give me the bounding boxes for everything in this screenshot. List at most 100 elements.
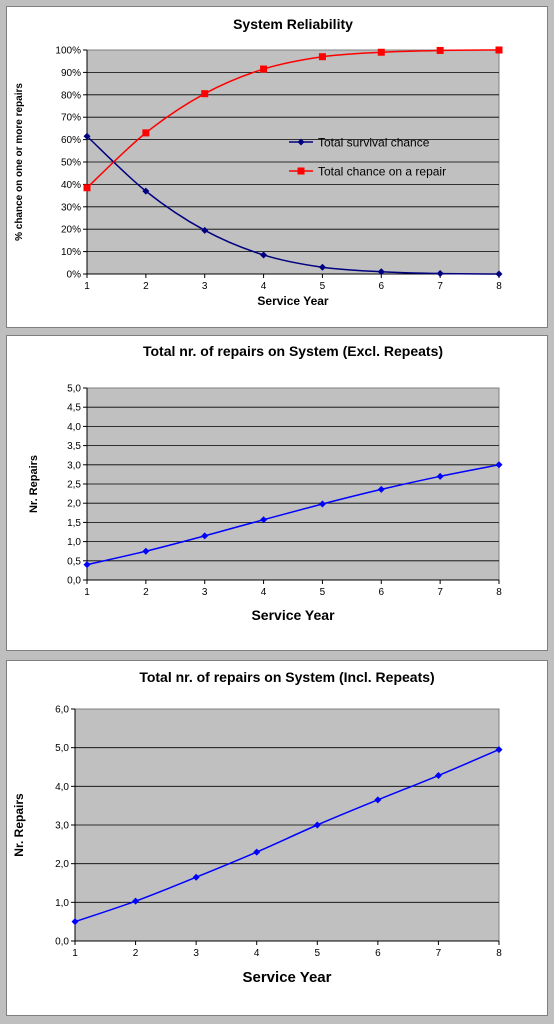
legend-label: Total survival chance xyxy=(318,136,430,150)
x-tick-label: 5 xyxy=(315,948,321,959)
chart-title: Total nr. of repairs on System (Excl. Re… xyxy=(143,343,443,359)
legend-marker xyxy=(297,167,305,175)
x-tick-label: 2 xyxy=(133,948,139,959)
data-point xyxy=(142,187,150,195)
data-point xyxy=(436,472,444,480)
x-tick-label: 4 xyxy=(261,281,267,292)
data-point xyxy=(374,796,382,804)
x-tick-label: 3 xyxy=(202,587,208,598)
data-point xyxy=(436,46,444,54)
y-tick-label: 0,0 xyxy=(55,937,69,948)
chart-title: Total nr. of repairs on System (Incl. Re… xyxy=(139,669,434,685)
y-tick-label: 2,5 xyxy=(67,480,81,491)
data-point xyxy=(495,746,503,754)
y-tick-label: 90% xyxy=(61,68,81,79)
data-point xyxy=(495,46,503,54)
y-tick-label: 100% xyxy=(55,46,81,57)
y-tick-label: 3,0 xyxy=(55,821,69,832)
x-axis-title: Service Year xyxy=(257,294,329,308)
data-point xyxy=(253,848,261,856)
y-tick-label: 4,0 xyxy=(55,782,69,793)
data-point xyxy=(83,184,91,192)
y-tick-label: 6,0 xyxy=(55,705,69,716)
y-tick-label: 3,5 xyxy=(67,441,81,452)
data-point xyxy=(318,53,326,61)
y-tick-label: 4,5 xyxy=(67,403,81,414)
y-tick-label: 1,0 xyxy=(55,898,69,909)
x-axis-title: Service Year xyxy=(243,969,332,986)
data-point xyxy=(377,48,385,56)
data-point xyxy=(201,90,209,98)
x-tick-label: 2 xyxy=(143,281,149,292)
y-tick-label: 2,0 xyxy=(67,499,81,510)
y-tick-label: 30% xyxy=(61,202,81,213)
data-point xyxy=(436,270,444,278)
chart-title: System Reliability xyxy=(233,16,353,32)
y-tick-label: 4,0 xyxy=(67,422,81,433)
x-tick-label: 6 xyxy=(379,587,385,598)
data-point xyxy=(201,532,209,540)
data-point xyxy=(260,251,268,259)
y-tick-label: 20% xyxy=(61,225,81,236)
y-tick-label: 70% xyxy=(61,113,81,124)
data-point xyxy=(201,226,209,234)
y-tick-label: 0% xyxy=(67,270,82,281)
data-point xyxy=(142,129,150,137)
repairs-incl-chart: Total nr. of repairs on System (Incl. Re… xyxy=(12,669,503,986)
data-point xyxy=(83,561,91,569)
data-point xyxy=(132,897,140,905)
x-tick-label: 1 xyxy=(84,281,90,292)
y-tick-label: 1,0 xyxy=(67,537,81,548)
data-point xyxy=(318,263,326,271)
chart-panel-reliability: System Reliability 0% 10% 20% 30% 40% 50% 60% 70… xyxy=(6,6,548,328)
y-tick-label: 80% xyxy=(61,90,81,101)
chart-panel-repairs-incl: Total nr. of repairs on System (Incl. Re… xyxy=(6,660,548,1016)
x-tick-label: 6 xyxy=(379,281,385,292)
y-tick-label: 60% xyxy=(61,135,81,146)
y-tick-label: 5,0 xyxy=(55,743,69,754)
x-tick-label: 8 xyxy=(496,281,502,292)
y-tick-label: 2,0 xyxy=(55,859,69,870)
legend-label: Total chance on a repair xyxy=(318,165,446,179)
repairs-excl-chart: Total nr. of repairs on System (Excl. Re… xyxy=(28,343,503,623)
y-axis-title: Nr. Repairs xyxy=(28,455,40,513)
y-tick-label: 0,0 xyxy=(67,576,81,587)
x-tick-label: 8 xyxy=(496,587,502,598)
y-tick-label: 3,0 xyxy=(67,460,81,471)
data-point xyxy=(313,821,321,829)
y-tick-label: 5,0 xyxy=(67,384,81,395)
series-line xyxy=(86,464,500,566)
x-tick-label: 7 xyxy=(436,948,442,959)
x-tick-label: 2 xyxy=(143,587,149,598)
legend-marker xyxy=(297,138,305,146)
x-tick-label: 4 xyxy=(254,948,260,959)
chart-panel-repairs-excl: Total nr. of repairs on System (Excl. Re… xyxy=(6,335,548,651)
data-point xyxy=(434,772,442,780)
data-point xyxy=(495,270,503,278)
x-axis-title: Service Year xyxy=(251,607,335,623)
x-tick-label: 7 xyxy=(437,587,443,598)
x-tick-label: 7 xyxy=(437,281,443,292)
data-point xyxy=(318,500,326,508)
x-tick-label: 8 xyxy=(496,948,502,959)
x-tick-label: 4 xyxy=(261,587,267,598)
data-point xyxy=(142,547,150,555)
x-tick-label: 6 xyxy=(375,948,381,959)
x-tick-label: 1 xyxy=(84,587,90,598)
series-line xyxy=(74,748,500,923)
data-point xyxy=(83,132,91,140)
y-tick-label: 10% xyxy=(61,247,81,258)
data-point xyxy=(71,918,79,926)
data-point xyxy=(260,65,268,73)
reliability-chart: System Reliability 0% 10% 20% 30% 40% 50% 60% 70… xyxy=(14,16,503,308)
x-tick-label: 5 xyxy=(320,281,326,292)
y-axis-title: Nr. Repairs xyxy=(12,793,26,857)
y-tick-label: 40% xyxy=(61,180,81,191)
y-tick-label: 0,5 xyxy=(67,556,81,567)
x-tick-label: 1 xyxy=(72,948,78,959)
x-tick-label: 5 xyxy=(320,587,326,598)
data-point xyxy=(377,268,385,276)
data-point xyxy=(260,516,268,524)
data-point xyxy=(192,873,200,881)
y-axis-title: % chance on one or more repairs xyxy=(14,83,25,241)
